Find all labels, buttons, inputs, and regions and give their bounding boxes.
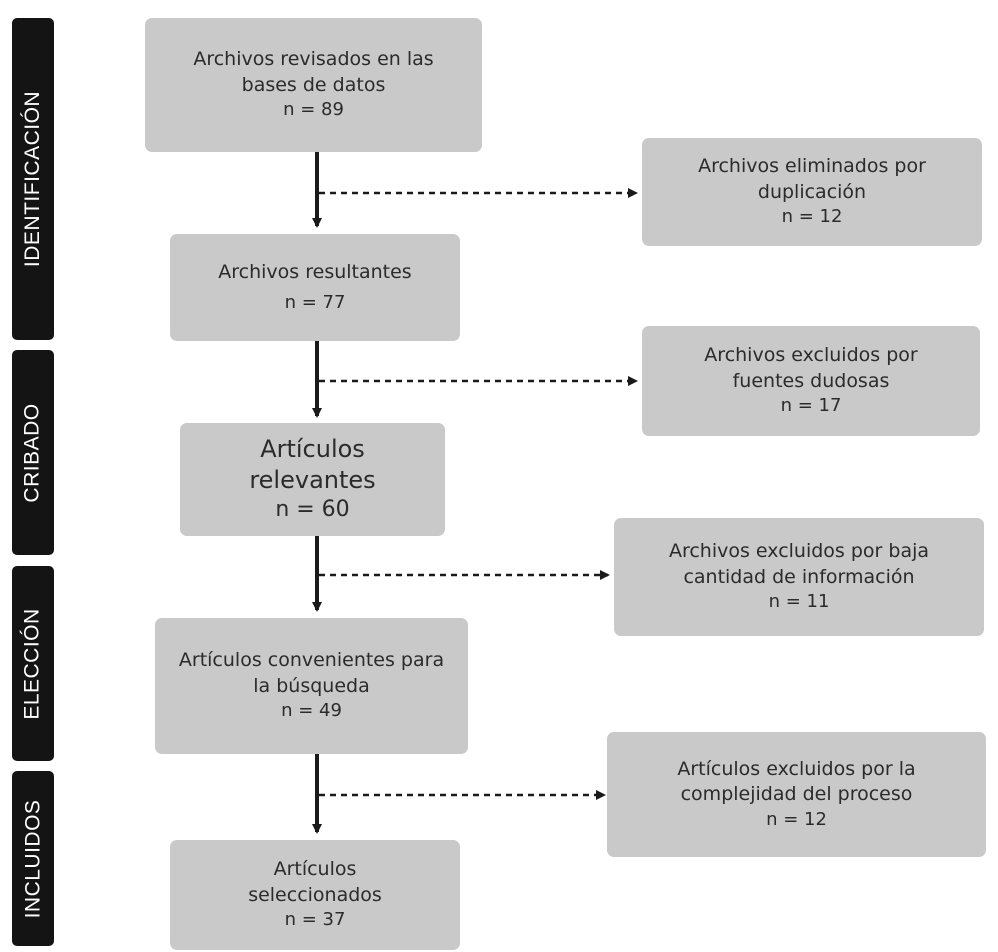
box-excluidos-complejidad: Artículos excluidos por la complejidad d… [607,732,986,857]
box-count: n = 60 [275,497,350,523]
box-archivos-resultantes: Archivos resultantes n = 77 [170,234,460,341]
box-excluidos-baja-informacion: Archivos excluidos por baja cantidad de … [614,518,984,636]
box-count: n = 12 [766,808,827,830]
box-count: n = 49 [281,700,342,722]
phase-label: IDENTIFICACIÓN [21,90,45,268]
box-text: Archivos resultantes [218,260,412,283]
box-articulos-convenientes: Artículos convenientes para la búsqueda … [155,618,468,754]
phase-eleccion: ELECCIÓN [12,566,54,761]
phase-label: INCLUIDOS [21,799,45,918]
phase-incluidos: INCLUIDOS [12,771,54,946]
box-archivos-revisados: Archivos revisados en las bases de datos… [145,18,482,152]
box-articulos-relevantes: Artículos relevantes n = 60 [180,423,445,536]
box-count: n = 11 [768,591,830,613]
box-text: Artículos seleccionados [248,858,382,906]
box-count: n = 37 [284,909,346,931]
phase-identificacion: IDENTIFICACIÓN [12,18,54,340]
box-text: Artículos relevantes [249,435,376,495]
box-count: n = 77 [284,292,346,314]
box-count: n = 12 [781,206,843,228]
box-count: n = 17 [780,395,842,417]
box-eliminados-duplicacion: Archivos eliminados por duplicación n = … [642,138,982,246]
phase-label: CRIBADO [21,402,44,503]
box-excluidos-fuentes-dudosas: Archivos excluidos por fuentes dudosas n… [642,326,980,436]
phase-label: ELECCIÓN [21,607,45,720]
box-text: Archivos excluidos por baja cantidad de … [668,540,930,588]
box-text: Archivos eliminados por duplicación [698,155,926,203]
box-text: Archivos revisados en las bases de datos [193,48,434,96]
box-text: Artículos excluidos por la complejidad d… [677,757,916,806]
box-articulos-seleccionados: Artículos seleccionados n = 37 [170,840,460,950]
box-text: Artículos convenientes para la búsqueda [178,649,445,697]
box-text: Archivos excluidos por fuentes dudosas [704,344,918,392]
box-count: n = 89 [283,99,344,121]
phase-cribado: CRIBADO [12,350,54,555]
